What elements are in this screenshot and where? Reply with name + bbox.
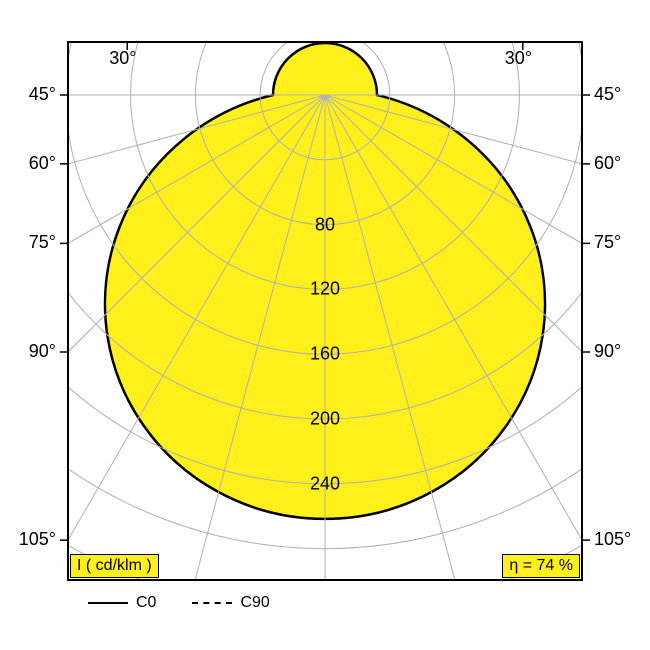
- chart-svg: [0, 0, 650, 650]
- radial-label: 200: [310, 409, 340, 430]
- eta-label-box: η = 74 %: [502, 554, 580, 578]
- radial-label: 240: [310, 473, 340, 494]
- legend-line-solid: [88, 602, 128, 604]
- angle-label: 105°: [594, 529, 631, 550]
- radial-label: 120: [310, 279, 340, 300]
- angle-label: 45°: [594, 84, 621, 105]
- legend-line-dashed: [192, 602, 232, 604]
- legend-c0-label: C0: [136, 594, 156, 612]
- angle-label: 45°: [29, 84, 56, 105]
- angle-label: 75°: [594, 232, 621, 253]
- angle-label: 75°: [29, 232, 56, 253]
- unit-label-box: I ( cd/klm ): [70, 554, 159, 578]
- legend: C0 C90: [88, 594, 270, 612]
- legend-c90-label: C90: [240, 594, 269, 612]
- angle-label: 60°: [594, 153, 621, 174]
- angle-label: 105°: [19, 529, 56, 550]
- radial-label: 160: [310, 344, 340, 365]
- unit-label-text: I ( cd/klm ): [77, 557, 152, 574]
- radial-label: 80: [315, 214, 335, 235]
- eta-label-text: η = 74 %: [509, 557, 573, 574]
- angle-label: 30°: [109, 48, 136, 69]
- angle-label: 60°: [29, 153, 56, 174]
- angle-label: 30°: [505, 48, 532, 69]
- angle-label: 90°: [29, 341, 56, 362]
- polar-intensity-chart: I ( cd/klm ) η = 74 % C0 C90 105° 105° 90°…: [0, 0, 650, 650]
- angle-label: 90°: [594, 341, 621, 362]
